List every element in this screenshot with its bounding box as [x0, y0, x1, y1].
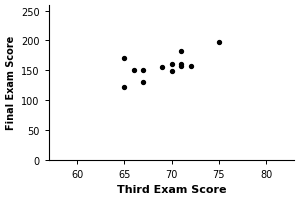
Point: [122, 57, 127, 61]
Point: [160, 66, 165, 70]
Point: [169, 70, 174, 74]
Y-axis label: Final Exam Score: Final Exam Score: [6, 36, 16, 130]
Point: [122, 86, 127, 89]
Point: [131, 69, 136, 73]
Point: [141, 69, 146, 73]
Point: [141, 81, 146, 84]
Point: [179, 63, 184, 67]
Point: [169, 63, 174, 67]
Point: [188, 65, 193, 68]
Point: [179, 50, 184, 53]
X-axis label: Third Exam Score: Third Exam Score: [117, 185, 226, 194]
Point: [217, 41, 221, 44]
Point: [179, 65, 184, 68]
